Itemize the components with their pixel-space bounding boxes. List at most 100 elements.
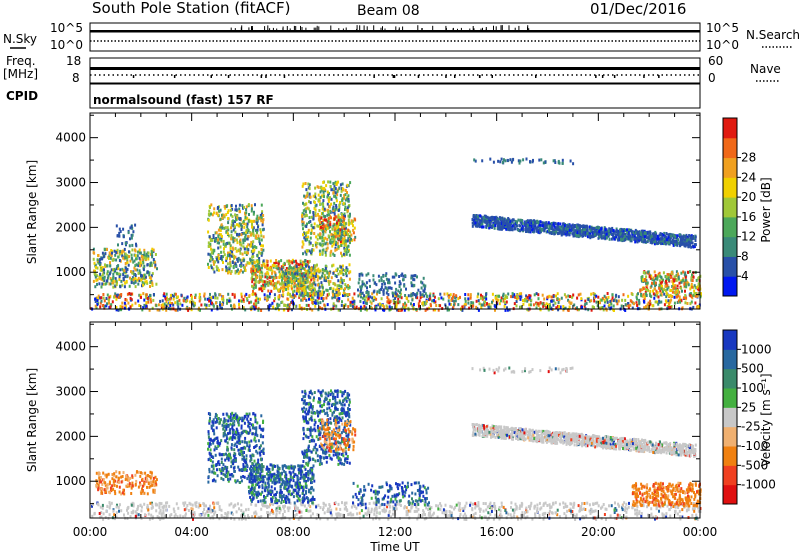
- echo-mark: [109, 256, 112, 260]
- echo-mark: [342, 202, 345, 206]
- echo-mark: [347, 197, 350, 201]
- echo-mark: [349, 181, 352, 185]
- echo-mark: [258, 257, 261, 260]
- echo-mark: [333, 282, 336, 286]
- echo-mark: [262, 283, 265, 287]
- echo-mark: [287, 280, 290, 283]
- echo-mark: [330, 188, 333, 192]
- echo-mark: [263, 293, 266, 297]
- echo-mark: [361, 280, 364, 284]
- echo-mark: [515, 295, 518, 299]
- echo-mark: [321, 283, 324, 287]
- nave-spike: [643, 75, 645, 78]
- echo-mark: [103, 271, 106, 275]
- echo-mark: [338, 203, 341, 207]
- echo-mark: [256, 262, 259, 266]
- echo-mark: [307, 235, 310, 239]
- echo-mark: [240, 295, 243, 299]
- echo-mark: [640, 238, 642, 242]
- echo-mark: [254, 299, 257, 303]
- echo-mark: [245, 205, 248, 209]
- echo-mark: [352, 231, 355, 235]
- echo-mark: [101, 304, 104, 308]
- echo-mark: [277, 297, 280, 301]
- echo-mark: [649, 230, 652, 234]
- echo-mark: [211, 295, 214, 299]
- echo-mark: [303, 268, 306, 271]
- echo-mark: [131, 271, 134, 275]
- echo-mark: [313, 281, 316, 284]
- echo-mark: [503, 301, 506, 305]
- echo-mark: [238, 270, 241, 274]
- echo-mark: [596, 304, 599, 308]
- echo-mark: [366, 286, 368, 290]
- echo-mark: [606, 298, 609, 302]
- echo-mark: [504, 295, 507, 299]
- echo-mark: [219, 303, 221, 307]
- echo-mark: [106, 293, 109, 297]
- echo-mark: [399, 291, 401, 295]
- echo-mark: [534, 220, 537, 224]
- echo-mark: [310, 290, 313, 294]
- echo-mark: [340, 286, 343, 290]
- echo-mark: [244, 308, 247, 312]
- echo-mark: [137, 299, 140, 303]
- echo-mark: [342, 294, 344, 297]
- echo-mark: [649, 236, 652, 240]
- echo-mark: [550, 222, 553, 225]
- nsky-spike: [518, 25, 520, 30]
- echo-mark: [251, 259, 254, 263]
- echo-mark: [259, 228, 262, 232]
- echo-mark: [322, 219, 325, 222]
- echo-mark: [619, 238, 622, 242]
- echo-mark: [106, 276, 109, 280]
- echo-mark: [129, 293, 132, 296]
- echo-mark: [235, 249, 238, 253]
- echo-mark: [319, 292, 322, 296]
- echo-mark: [657, 302, 660, 306]
- echo-mark: [336, 190, 339, 193]
- echo-mark: [321, 271, 324, 275]
- nsky-spike: [359, 25, 361, 30]
- echo-mark: [290, 260, 292, 264]
- echo-mark: [123, 301, 126, 305]
- echo-mark: [620, 304, 623, 308]
- echo-mark: [659, 279, 661, 283]
- echo-mark: [134, 277, 137, 280]
- echo-mark: [404, 294, 407, 297]
- echo-mark: [369, 305, 372, 309]
- echo-mark: [317, 217, 320, 221]
- echo-mark: [404, 274, 407, 278]
- echo-mark: [144, 257, 147, 261]
- echo-mark: [327, 210, 330, 214]
- echo-mark: [250, 242, 253, 246]
- echo-mark: [246, 231, 249, 235]
- echo-mark: [359, 285, 362, 289]
- echo-mark: [498, 223, 501, 227]
- echo-mark: [124, 267, 127, 270]
- echo-mark: [606, 300, 609, 304]
- echo-mark: [323, 290, 325, 294]
- echo-mark: [323, 207, 326, 211]
- echo-mark: [212, 260, 215, 264]
- echo-mark: [307, 294, 310, 297]
- echo-mark: [285, 288, 288, 291]
- echo-mark: [526, 299, 529, 303]
- echo-mark: [266, 297, 269, 301]
- echo-mark: [230, 226, 232, 230]
- echo-mark: [312, 278, 315, 282]
- echo-mark: [650, 274, 653, 278]
- echo-mark: [542, 304, 545, 308]
- echo-mark: [200, 303, 203, 307]
- echo-mark: [346, 206, 349, 210]
- echo-mark: [111, 300, 114, 304]
- echo-mark: [470, 301, 473, 305]
- echo-mark: [337, 217, 340, 220]
- echo-mark: [552, 228, 555, 232]
- echo-mark: [556, 292, 559, 296]
- echo-mark: [211, 258, 214, 261]
- echo-mark: [322, 180, 325, 184]
- echo-mark: [567, 227, 570, 231]
- echo-mark: [519, 218, 522, 222]
- echo-mark: [357, 281, 360, 285]
